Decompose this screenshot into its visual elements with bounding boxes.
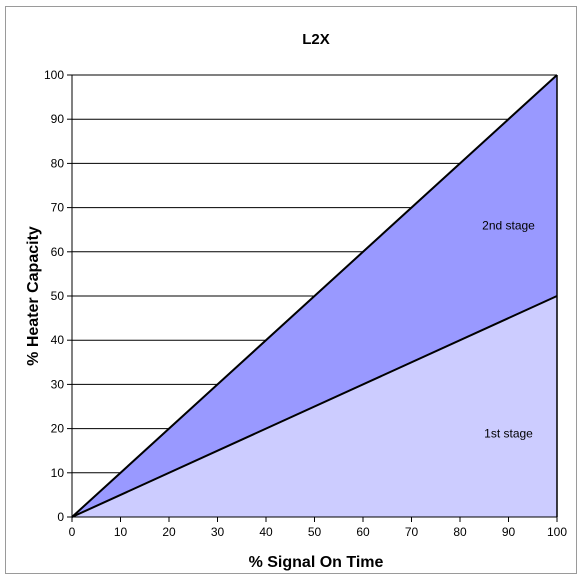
y-tick-label: 70 (51, 201, 65, 215)
y-ticks: 0 10 20 30 40 50 60 70 80 90 100 (44, 68, 72, 524)
x-tick-label: 30 (211, 525, 225, 539)
y-axis-label: % Heater Capacity (25, 226, 42, 366)
x-axis-label: % Signal On Time (249, 554, 384, 571)
x-tick-label: 50 (308, 525, 322, 539)
x-tick-label: 20 (162, 525, 176, 539)
y-tick-label: 10 (51, 466, 65, 480)
series-line-1 (71, 295, 558, 518)
x-tick-label: 10 (114, 525, 128, 539)
series-line-2 (71, 74, 558, 518)
y-tick-label: 40 (51, 333, 65, 347)
annotations: 2nd stage 1st stage (482, 219, 535, 441)
x-tick-label: 0 (69, 525, 76, 539)
annotation-label: 2nd stage (482, 219, 535, 233)
x-tick-label: 80 (453, 525, 467, 539)
x-tick-label: 90 (502, 525, 516, 539)
x-tick-label: 40 (259, 525, 273, 539)
y-tick-label: 30 (51, 377, 65, 391)
x-tick-label: 70 (405, 525, 419, 539)
x-tick-label: 100 (547, 525, 567, 539)
y-tick-label: 50 (51, 289, 65, 303)
y-tick-label: 100 (44, 68, 64, 82)
series-lines (71, 74, 558, 518)
y-tick-label: 20 (51, 422, 65, 436)
y-tick-label: 80 (51, 156, 65, 170)
chart-title: L2X (302, 31, 330, 48)
x-ticks: 0 10 20 30 40 50 60 70 80 90 100 (69, 517, 567, 539)
y-tick-label: 0 (57, 510, 64, 524)
y-tick-label: 90 (51, 112, 65, 126)
annotation-label: 1st stage (484, 426, 533, 440)
y-tick-label: 60 (51, 245, 65, 259)
x-tick-label: 60 (356, 525, 370, 539)
